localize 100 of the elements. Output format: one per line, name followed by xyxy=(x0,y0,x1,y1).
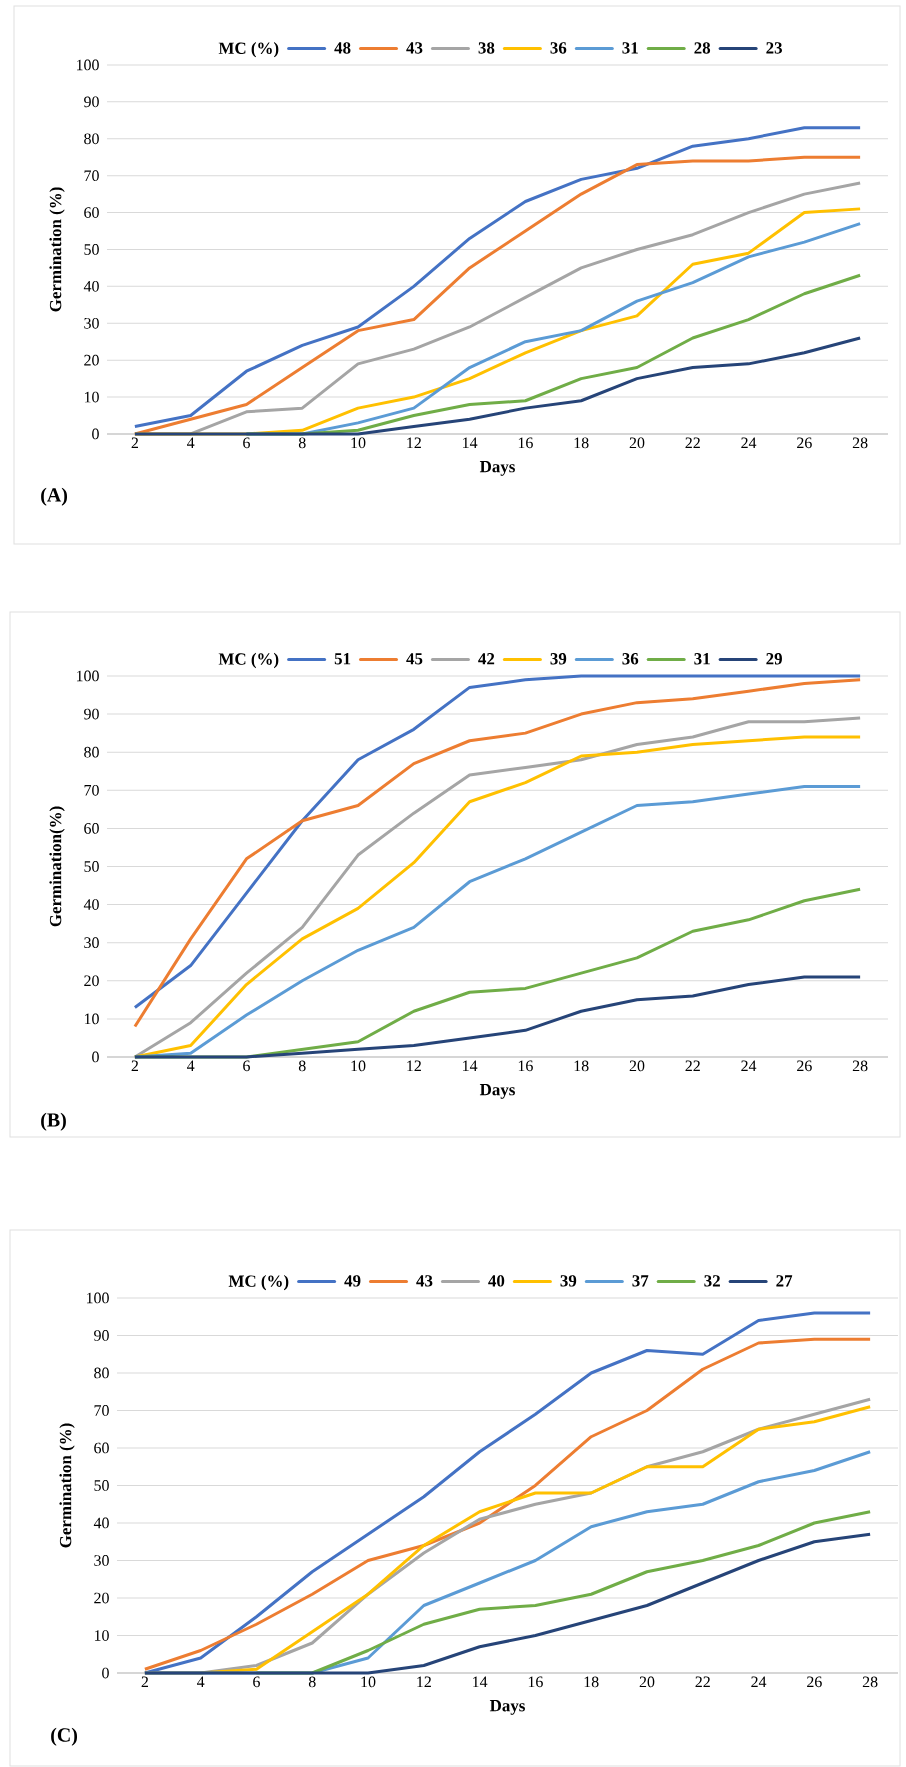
legend-label: 38 xyxy=(478,42,495,54)
legend-label: 51 xyxy=(334,653,351,665)
legend-label: 27 xyxy=(776,1275,793,1287)
x-tick-label: 14 xyxy=(473,1676,488,1688)
x-tick-label: 8 xyxy=(298,437,306,449)
y-tick-label: 30 xyxy=(84,937,99,949)
legend-label: 43 xyxy=(406,42,423,54)
x-tick-label: 20 xyxy=(629,1060,645,1072)
x-tick-label: 10 xyxy=(351,1060,366,1072)
y-tick-label: 10 xyxy=(84,391,99,403)
x-axis-title: Days xyxy=(479,1084,515,1099)
y-tick-label: 40 xyxy=(83,899,99,910)
x-tick-label: 2 xyxy=(131,1060,138,1072)
x-tick-label: 22 xyxy=(695,1676,710,1688)
x-tick-label: 26 xyxy=(807,1676,822,1688)
legend-label: 37 xyxy=(632,1275,649,1287)
y-tick-label: 10 xyxy=(94,1630,109,1641)
text: (A) xyxy=(41,487,68,506)
legend-title: MC (%) xyxy=(218,42,279,58)
x-tick-label: 6 xyxy=(243,437,250,449)
x-tick-label: 6 xyxy=(243,1060,250,1072)
x-tick-label: 8 xyxy=(308,1676,316,1688)
x-tick-label: 2 xyxy=(131,437,138,449)
legend-label: 36 xyxy=(622,653,639,665)
legend-label: 28 xyxy=(694,42,711,54)
x-tick-label: 16 xyxy=(518,1060,533,1072)
legend-title: MC (%) xyxy=(218,652,279,669)
x-tick-label: 2 xyxy=(141,1676,148,1688)
x-tick-label: 4 xyxy=(187,1060,195,1071)
x-tick-label: 14 xyxy=(463,437,478,449)
y-tick-label: 40 xyxy=(83,280,99,292)
x-tick-label: 18 xyxy=(574,437,589,449)
legend-label: 29 xyxy=(766,653,782,665)
y-tick-label: 30 xyxy=(84,317,99,329)
x-tick-label: 18 xyxy=(574,1060,589,1072)
y-tick-label: 90 xyxy=(84,96,99,108)
y-tick-label: 60 xyxy=(84,207,99,218)
legend-label: 23 xyxy=(766,42,782,54)
legend-label: 31 xyxy=(622,42,638,54)
x-axis-title: Days xyxy=(489,1700,525,1715)
x-tick-label: 10 xyxy=(361,1676,376,1688)
legend-label: 43 xyxy=(416,1275,433,1287)
legend-label: 39 xyxy=(560,1275,577,1287)
text: (B) xyxy=(41,1112,66,1131)
y-tick-label: 60 xyxy=(84,823,99,834)
y-tick-label: 70 xyxy=(94,1405,109,1416)
y-tick-label: 20 xyxy=(94,1592,109,1604)
y-tick-label: 90 xyxy=(94,1330,109,1341)
legend-label: 48 xyxy=(334,42,351,54)
x-tick-label: 26 xyxy=(797,437,812,449)
y-tick-label: 0 xyxy=(92,428,99,440)
x-tick-label: 28 xyxy=(852,1060,868,1072)
y-axis-title: Germination(%) xyxy=(49,806,65,927)
y-tick-label: 80 xyxy=(94,1367,109,1379)
x-tick-label: 20 xyxy=(639,1676,655,1688)
legend-label: 49 xyxy=(344,1275,361,1287)
y-tick-label: 0 xyxy=(92,1051,99,1063)
x-tick-label: 22 xyxy=(685,437,700,449)
legend-label: 42 xyxy=(478,653,495,665)
y-axis-title: Germination (%) xyxy=(49,187,65,312)
x-tick-label: 28 xyxy=(862,1676,878,1688)
x-tick-label: 16 xyxy=(518,437,533,449)
y-tick-label: 70 xyxy=(84,784,99,796)
y-tick-label: 50 xyxy=(84,861,99,872)
y-tick-label: 80 xyxy=(84,133,99,145)
y-tick-label: 100 xyxy=(86,1292,109,1304)
legend-label: 45 xyxy=(406,653,423,665)
legend-label: 31 xyxy=(694,653,710,665)
x-tick-label: 10 xyxy=(351,437,366,449)
y-tick-label: 100 xyxy=(76,670,99,682)
y-tick-label: 50 xyxy=(84,244,99,255)
x-tick-label: 24 xyxy=(741,437,757,449)
x-tick-label: 8 xyxy=(298,1060,306,1072)
x-tick-label: 22 xyxy=(685,1060,700,1072)
y-tick-label: 60 xyxy=(94,1442,109,1454)
y-axis-title: Germination (%) xyxy=(59,1423,75,1548)
y-tick-label: 20 xyxy=(84,354,99,366)
legend-label: 32 xyxy=(704,1275,720,1287)
legend-label: 39 xyxy=(550,653,567,665)
legend-label: 36 xyxy=(550,42,567,54)
legend-title: MC (%) xyxy=(228,1274,289,1291)
x-tick-label: 24 xyxy=(741,1060,757,1072)
y-tick-label: 80 xyxy=(84,746,99,758)
legend-label: 40 xyxy=(488,1275,505,1287)
x-tick-label: 12 xyxy=(417,1676,431,1688)
y-tick-label: 20 xyxy=(84,975,99,987)
x-tick-label: 18 xyxy=(584,1676,599,1688)
y-tick-label: 100 xyxy=(76,59,99,71)
x-tick-label: 28 xyxy=(852,437,868,449)
y-tick-label: 90 xyxy=(84,708,99,720)
y-tick-label: 0 xyxy=(102,1667,109,1679)
y-tick-label: 50 xyxy=(94,1480,109,1491)
x-axis-title: Days xyxy=(479,461,515,476)
y-tick-label: 70 xyxy=(84,170,99,182)
y-tick-label: 30 xyxy=(94,1555,109,1566)
x-tick-label: 12 xyxy=(407,437,421,449)
x-tick-label: 14 xyxy=(463,1060,478,1072)
text: (C) xyxy=(51,1727,78,1746)
x-tick-label: 12 xyxy=(407,1060,421,1072)
y-tick-label: 10 xyxy=(84,1013,99,1025)
